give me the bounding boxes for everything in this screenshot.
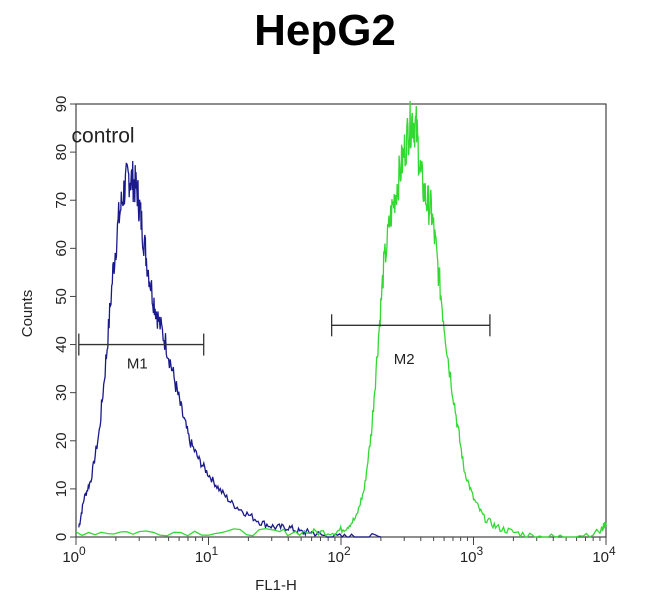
control-label: control <box>72 124 135 147</box>
x-tick-label: 103 <box>460 544 484 566</box>
gate-label-m2: M2 <box>394 351 415 368</box>
y-tick-label: 30 <box>53 384 70 401</box>
x-tick-label: 102 <box>327 544 351 566</box>
control-histogram-line <box>78 160 382 539</box>
y-tick-label: 90 <box>53 96 70 113</box>
y-tick-label: 20 <box>53 432 70 449</box>
y-tick-label: 70 <box>53 192 70 209</box>
y-tick-label: 0 <box>53 533 70 541</box>
y-tick-label: 40 <box>53 336 70 353</box>
y-tick-label: 10 <box>53 481 70 498</box>
sample-histogram-line <box>75 100 607 539</box>
gate-label-m1: M1 <box>127 356 148 373</box>
chart-title: HepG2 <box>254 6 396 55</box>
plot-frame <box>75 103 607 538</box>
x-tick-label: 101 <box>195 544 219 566</box>
x-tick-label: 104 <box>592 544 616 566</box>
x-tick-label: 100 <box>62 544 86 566</box>
y-axis-label: Counts <box>19 290 36 338</box>
y-tick-label: 80 <box>53 144 70 161</box>
x-axis-label: FL1-H <box>255 577 297 594</box>
y-tick-label: 60 <box>53 240 70 257</box>
y-tick-label: 50 <box>53 288 70 305</box>
